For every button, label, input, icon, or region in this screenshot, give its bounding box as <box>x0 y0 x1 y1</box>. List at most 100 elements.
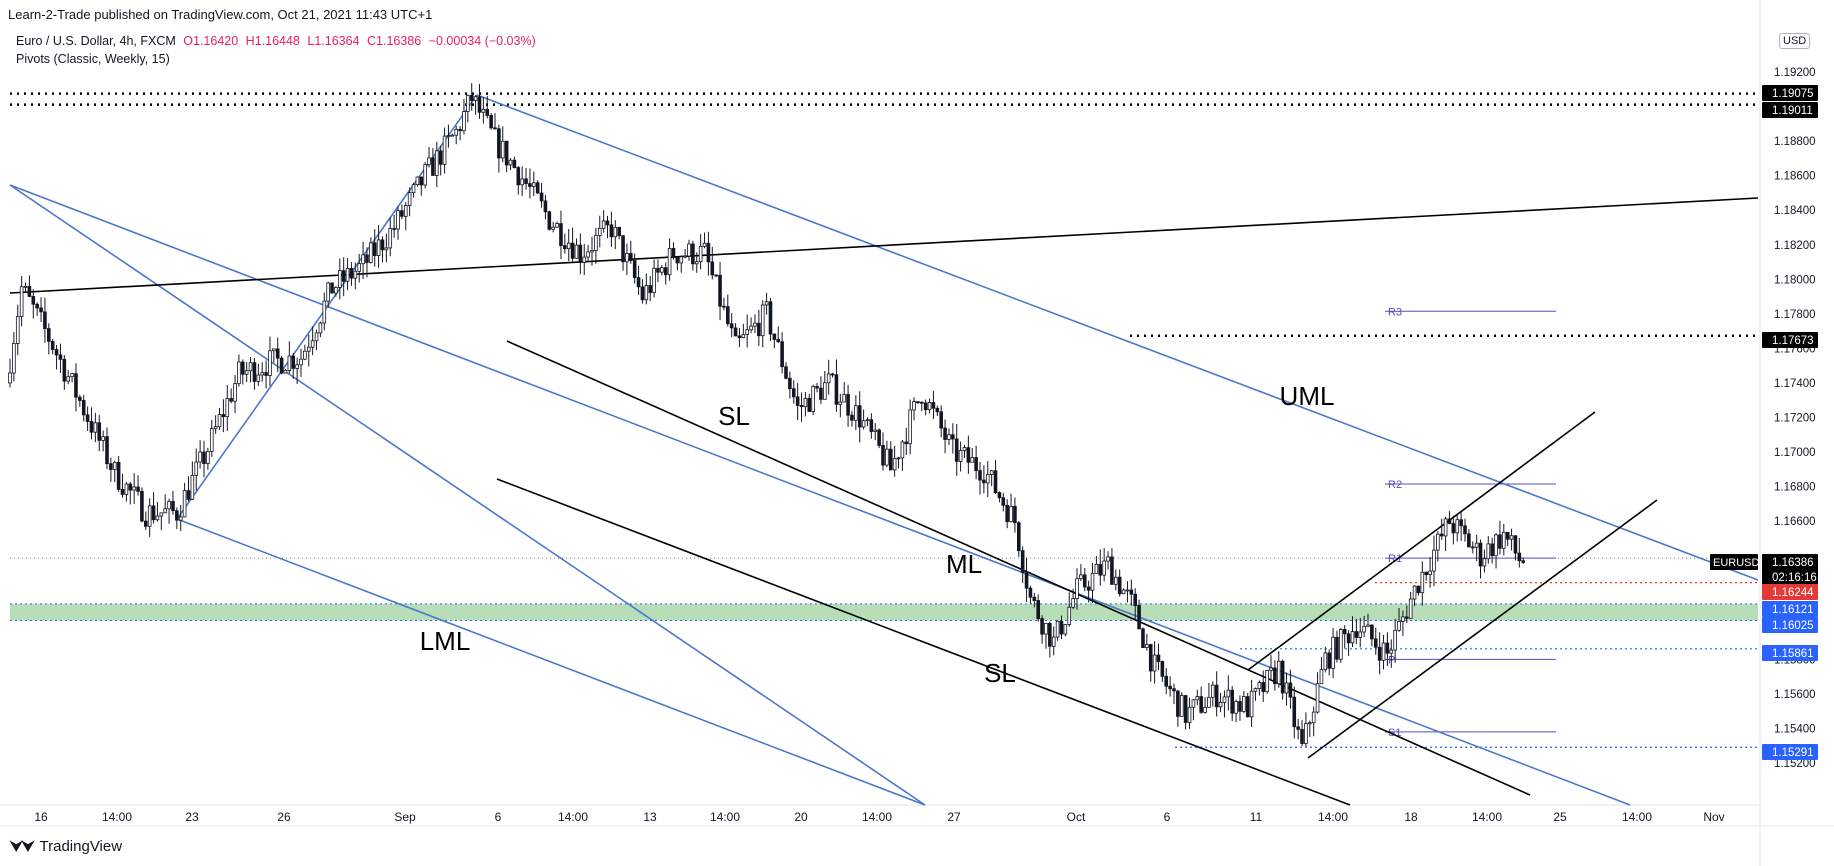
candle-body <box>213 426 218 430</box>
candle-body <box>240 361 245 375</box>
candle-body <box>229 398 233 402</box>
candle-body <box>1110 556 1114 585</box>
candle-body <box>1207 696 1211 708</box>
candle-body <box>857 405 862 428</box>
time-axis: 16 14:00 23 26 Sep 6 14:00 13 14:00 20 14:00 27 Oct 6… <box>34 810 1724 824</box>
price-tick-label: 1.17400 <box>1774 378 1816 390</box>
symbol-title: Euro / U.S. Dollar, 4h, FXCM <box>16 34 176 48</box>
candle-body <box>109 463 113 470</box>
time-tick-label: 6 <box>1164 810 1171 824</box>
candle-body <box>873 429 878 432</box>
currency-button[interactable]: USD <box>1779 33 1811 49</box>
candle-body <box>1009 505 1013 523</box>
candle-body <box>768 301 773 335</box>
pivot-levels: R3R2R1PS1 <box>1385 306 1556 739</box>
candle-body <box>1152 654 1157 672</box>
candle-body <box>632 260 637 278</box>
candle-body <box>1145 644 1149 648</box>
candle-body <box>1509 535 1514 540</box>
candle-body <box>1362 625 1366 633</box>
candle-body <box>733 327 738 337</box>
candle-body <box>1195 696 1200 701</box>
candle-body <box>198 451 202 463</box>
candle-body <box>178 516 183 521</box>
candle-body <box>1463 525 1467 535</box>
time-tick-label: 13 <box>643 810 657 824</box>
candle-body <box>1521 560 1526 563</box>
candle-body <box>927 402 932 411</box>
candle-body <box>12 343 16 374</box>
candle-body <box>784 366 788 379</box>
candle-body <box>310 340 315 348</box>
candle-body <box>551 226 555 230</box>
candle-body <box>1505 531 1510 540</box>
candle-body <box>105 436 109 465</box>
candle-body <box>252 362 257 382</box>
candle-body <box>23 285 28 288</box>
candle-body <box>714 274 718 277</box>
candle-body <box>349 267 354 279</box>
price-tick-label: 1.18600 <box>1774 171 1816 183</box>
candle-body <box>710 261 715 276</box>
candle-body <box>989 470 994 475</box>
candle-body <box>337 270 342 288</box>
candle-body <box>718 274 722 307</box>
candle-body <box>563 245 567 250</box>
candle-body <box>512 159 517 168</box>
candle-body <box>978 470 982 481</box>
candle-body <box>780 341 784 368</box>
candle-body <box>1467 533 1471 548</box>
candle-body <box>431 157 435 176</box>
candle-body <box>1300 728 1304 744</box>
candle-body <box>826 373 831 384</box>
candle-body <box>1474 542 1479 548</box>
symbol-tag <box>1710 554 1758 570</box>
candle-body <box>454 128 458 136</box>
candle-body <box>652 267 656 293</box>
candle-body <box>78 396 82 401</box>
candle-body <box>737 335 742 338</box>
lml-line <box>176 518 926 806</box>
candle-body <box>795 396 800 406</box>
indicator-legend[interactable]: Pivots (Classic, Weekly, 15) <box>16 52 170 66</box>
candle-body <box>1408 598 1413 619</box>
candle-body <box>1133 593 1138 606</box>
price-tag <box>1762 102 1818 118</box>
candle-body <box>885 448 889 466</box>
candle-body <box>341 270 346 282</box>
pivot-label: R2 <box>1388 479 1402 491</box>
candle-body <box>489 115 493 129</box>
candle-body <box>237 361 241 385</box>
candle-body <box>1094 563 1099 574</box>
candle-body <box>1137 605 1141 630</box>
price-tick-label: 1.18200 <box>1774 240 1816 252</box>
footer-brand[interactable]: ⮟⮟ TradingView <box>10 838 122 855</box>
candle-body <box>221 414 226 418</box>
price-tag <box>1762 744 1818 760</box>
candle-body <box>1051 636 1056 647</box>
candle-body <box>62 358 67 382</box>
candle-body <box>15 316 20 344</box>
candle-body <box>400 210 404 217</box>
candle-body <box>1381 642 1386 661</box>
candle-body <box>1261 682 1266 693</box>
price-tag <box>1762 569 1818 585</box>
candle-body <box>1218 701 1223 708</box>
candle-body <box>1354 631 1359 638</box>
price-tick-label: 1.19200 <box>1774 67 1816 79</box>
price-tag <box>1762 332 1818 348</box>
candle-body <box>1373 638 1378 648</box>
time-tick-label: 23 <box>185 810 199 824</box>
candle-body <box>982 479 986 484</box>
candle-body <box>1156 654 1161 662</box>
candle-body <box>671 248 676 259</box>
candle-body <box>985 474 990 484</box>
candle-body <box>574 244 579 259</box>
candle-body <box>1082 574 1087 588</box>
candle-body <box>943 427 947 440</box>
candle-body <box>609 224 614 238</box>
candle-body <box>411 184 416 194</box>
candle-body <box>1199 696 1203 713</box>
time-tick-label: 14:00 <box>1472 810 1502 824</box>
